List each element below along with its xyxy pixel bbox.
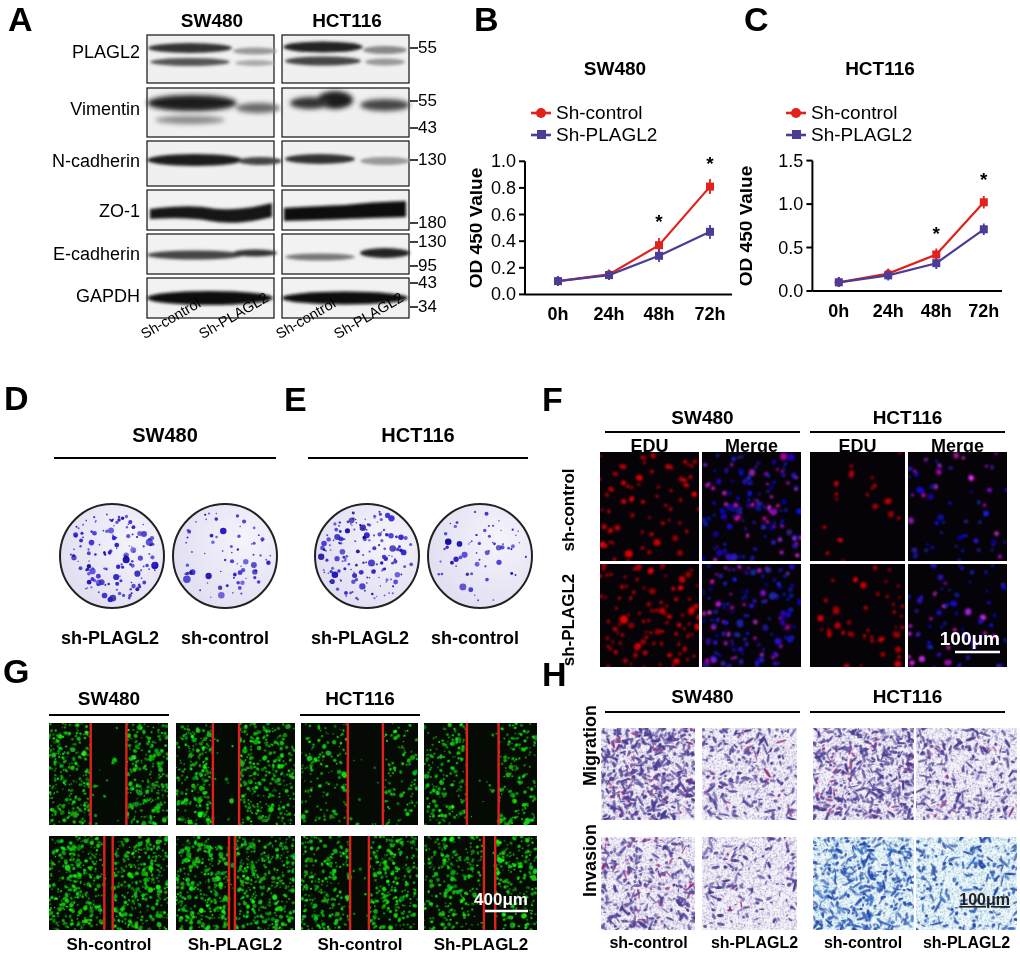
svg-text:100μm: 100μm [959, 891, 1010, 908]
